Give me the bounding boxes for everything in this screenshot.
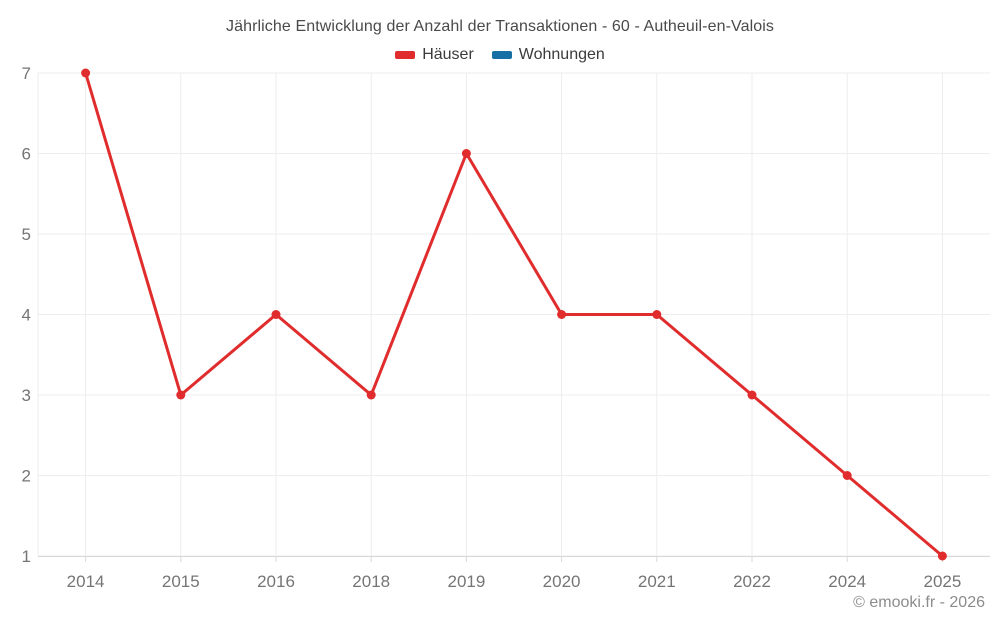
data-point-marker[interactable] — [842, 471, 852, 480]
svg-text:7: 7 — [22, 64, 31, 83]
svg-text:5: 5 — [22, 225, 31, 244]
svg-text:4: 4 — [22, 306, 31, 325]
svg-text:2022: 2022 — [733, 572, 771, 591]
series-Häuser[interactable] — [81, 68, 947, 561]
data-point-marker[interactable] — [366, 390, 376, 400]
svg-text:2016: 2016 — [257, 572, 295, 591]
data-point-marker[interactable] — [176, 390, 186, 400]
svg-text:2018: 2018 — [352, 572, 390, 591]
legend: Häuser Wohnungen — [0, 46, 1000, 64]
svg-text:2: 2 — [22, 467, 31, 486]
data-point-marker[interactable] — [652, 310, 662, 319]
svg-text:2019: 2019 — [447, 572, 485, 591]
legend-label-hauser: Häuser — [422, 46, 474, 63]
legend-item-wohnungen[interactable]: Wohnungen — [491, 46, 605, 64]
data-point-marker[interactable] — [461, 149, 471, 158]
x-axis — [38, 556, 990, 562]
svg-text:2025: 2025 — [923, 572, 961, 591]
gridlines — [37, 72, 990, 557]
hauser-series-swatch-icon — [395, 51, 416, 59]
wohnungen-series-swatch-icon — [491, 51, 512, 59]
legend-label-wohnungen: Wohnungen — [518, 46, 605, 63]
svg-text:6: 6 — [22, 145, 31, 164]
svg-text:3: 3 — [22, 386, 31, 405]
data-point-marker[interactable] — [271, 310, 281, 319]
x-axis-labels: 2014 2015 2016 2018 2019 2020 2021 2022 2024 2025 — [67, 572, 962, 591]
data-point-marker[interactable] — [747, 390, 757, 400]
svg-text:2015: 2015 — [162, 572, 200, 591]
svg-text:1: 1 — [22, 547, 31, 566]
svg-text:2020: 2020 — [543, 572, 581, 591]
footer-credit: © emooki.fr - 2026 — [853, 594, 985, 611]
chart-title: Jährliche Entwicklung der Anzahl der Tra… — [225, 18, 775, 35]
data-point-marker[interactable] — [937, 551, 947, 561]
legend-item-hauser[interactable]: Häuser — [395, 46, 474, 64]
data-point-marker[interactable] — [557, 310, 567, 319]
data-point-marker[interactable] — [81, 68, 91, 78]
svg-text:2021: 2021 — [638, 572, 676, 591]
y-axis-labels: 1 2 3 4 5 6 7 — [22, 64, 31, 566]
svg-text:2014: 2014 — [67, 572, 105, 591]
svg-text:2024: 2024 — [828, 572, 866, 591]
